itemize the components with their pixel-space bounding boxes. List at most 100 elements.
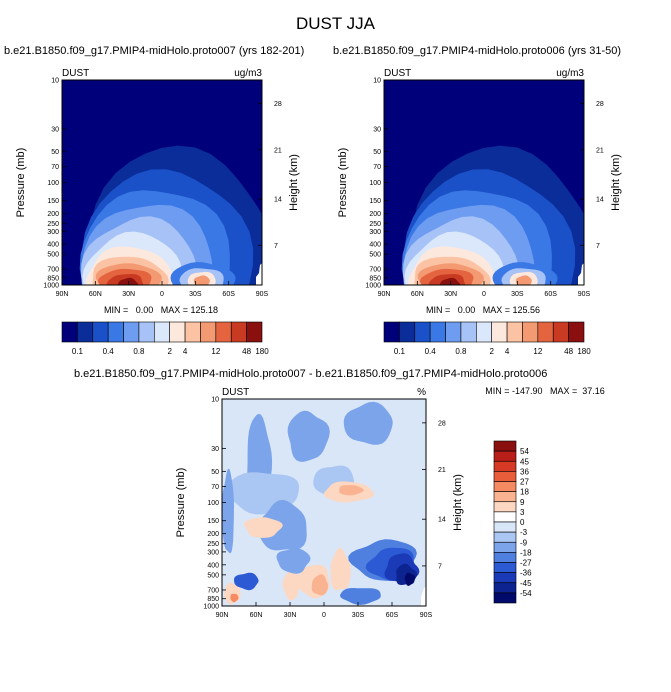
y-tick-label: 400 bbox=[207, 562, 219, 569]
colorbar-box bbox=[522, 321, 539, 343]
colorbar: 0.1 0.4 0.8 2 4 12 48 180 bbox=[61, 321, 269, 356]
panel3-subtitle: b.e21.B1850.f09_g17.PMIP4-midHolo.proto0… bbox=[74, 368, 548, 380]
contour-fill bbox=[339, 485, 364, 496]
x-tick-label: 60N bbox=[411, 291, 424, 298]
contour-fill bbox=[439, 277, 461, 285]
y-axis-right-label: Height (km) bbox=[610, 154, 622, 211]
colorbar-box bbox=[493, 572, 517, 584]
contour-fill bbox=[343, 401, 393, 445]
height-tick-label: 21 bbox=[596, 147, 604, 154]
figure-title: DUST JJA bbox=[295, 14, 376, 33]
colorbar-box bbox=[476, 321, 492, 343]
colorbar-label: 0.8 bbox=[455, 347, 467, 356]
colorbar-box bbox=[493, 562, 517, 573]
y-tick-label: 500 bbox=[369, 252, 381, 259]
y-tick-label: 850 bbox=[369, 275, 381, 282]
colorbar-label: 3 bbox=[520, 508, 525, 517]
x-tick-label: 90N bbox=[216, 612, 229, 619]
colorbar-label: 48 bbox=[564, 347, 573, 356]
colorbar-label: 0.4 bbox=[425, 347, 437, 356]
colorbar-label: -9 bbox=[520, 538, 528, 547]
colorbar-label: 4 bbox=[505, 347, 510, 356]
y-tick-label: 30 bbox=[51, 126, 59, 133]
colorbar-box bbox=[460, 321, 477, 343]
colorbar-box bbox=[493, 531, 517, 543]
x-tick-label: 90N bbox=[378, 291, 391, 298]
colorbar-box bbox=[493, 582, 517, 594]
colorbar-box bbox=[493, 460, 517, 472]
height-tick-label: 21 bbox=[438, 467, 446, 474]
height-tick-label: 7 bbox=[596, 243, 600, 250]
y-tick-label: 200 bbox=[207, 531, 219, 538]
height-tick-label: 7 bbox=[438, 563, 442, 570]
x-tick-label: 30S bbox=[511, 291, 524, 298]
y-tick-label: 300 bbox=[207, 549, 219, 556]
colorbar-label: 180 bbox=[577, 347, 591, 356]
y-tick-label: 70 bbox=[51, 164, 59, 171]
y-tick-label: 850 bbox=[47, 275, 59, 282]
y-axis-right-label: Height (km) bbox=[452, 474, 464, 531]
contour-fill bbox=[276, 548, 311, 574]
contour-fill bbox=[230, 593, 239, 603]
y-tick-label: 400 bbox=[369, 242, 381, 249]
contour-fill bbox=[287, 410, 330, 462]
y-tick-label: 200 bbox=[47, 211, 59, 218]
contour-fill bbox=[244, 517, 283, 538]
height-tick-label: 28 bbox=[596, 101, 604, 108]
panel-1: DUST ug/m31030507010015020025030040050070… bbox=[15, 68, 300, 356]
y-axis-label: Pressure (mb) bbox=[175, 468, 187, 538]
x-tick-label: 60S bbox=[544, 291, 557, 298]
y-axis-label: Pressure (mb) bbox=[15, 148, 27, 218]
colorbar-box bbox=[493, 471, 517, 482]
height-tick-label: 7 bbox=[274, 243, 278, 250]
y-tick-label: 250 bbox=[207, 541, 219, 548]
y-tick-label: 150 bbox=[47, 198, 59, 205]
colorbar-label: -45 bbox=[520, 579, 532, 588]
y-tick-label: 100 bbox=[207, 500, 219, 507]
colorbar: 0.1 0.4 0.8 2 4 12 48 180 bbox=[383, 321, 591, 356]
x-tick-label: 0 bbox=[482, 291, 486, 298]
colorbar-box bbox=[445, 321, 462, 343]
panel-3-field bbox=[222, 399, 426, 606]
colorbar-box bbox=[184, 321, 201, 343]
colorbar-box bbox=[506, 321, 523, 343]
colorbar-box bbox=[61, 321, 78, 343]
y-tick-label: 1000 bbox=[203, 604, 219, 611]
y-tick-label: 500 bbox=[207, 572, 219, 579]
colorbar-label: 0.1 bbox=[72, 347, 84, 356]
colorbar-box bbox=[246, 321, 263, 343]
panel1-subtitle: b.e21.B1850.f09_g17.PMIP4-midHolo.proto0… bbox=[4, 45, 305, 57]
contour-fill bbox=[117, 277, 139, 285]
colorbar-label: 0.8 bbox=[133, 347, 145, 356]
y-tick-label: 250 bbox=[369, 221, 381, 228]
y-tick-label: 10 bbox=[51, 78, 59, 85]
colorbar-box bbox=[399, 321, 416, 343]
colorbar-box bbox=[138, 321, 155, 343]
contour-fill bbox=[193, 275, 210, 285]
y-tick-label: 100 bbox=[369, 180, 381, 187]
y-tick-label: 300 bbox=[369, 229, 381, 236]
colorbar-label: 48 bbox=[242, 347, 251, 356]
colorbar-label: 54 bbox=[520, 447, 529, 456]
x-tick-label: 0 bbox=[322, 612, 326, 619]
y-tick-label: 200 bbox=[369, 211, 381, 218]
field-name-label: DUST bbox=[62, 68, 89, 79]
x-tick-label: 90N bbox=[56, 291, 69, 298]
x-tick-label: 30S bbox=[352, 612, 365, 619]
y-tick-label: 50 bbox=[211, 469, 219, 476]
x-tick-label: 60N bbox=[250, 612, 263, 619]
colorbar-label: 9 bbox=[520, 498, 525, 507]
contour-fill bbox=[404, 572, 416, 586]
colorbar-box bbox=[493, 592, 517, 604]
height-tick-label: 21 bbox=[274, 147, 282, 154]
colorbar-label: -27 bbox=[520, 559, 532, 568]
height-tick-label: 14 bbox=[274, 197, 282, 204]
contour-fill bbox=[234, 572, 259, 591]
y-axis-right-label: Height (km) bbox=[288, 154, 300, 211]
y-tick-label: 400 bbox=[47, 242, 59, 249]
colorbar-box bbox=[568, 321, 585, 343]
colorbar-box bbox=[493, 491, 517, 503]
x-tick-label: 90S bbox=[578, 291, 591, 298]
panel-1-field bbox=[62, 80, 262, 285]
colorbar-label: 4 bbox=[183, 347, 188, 356]
